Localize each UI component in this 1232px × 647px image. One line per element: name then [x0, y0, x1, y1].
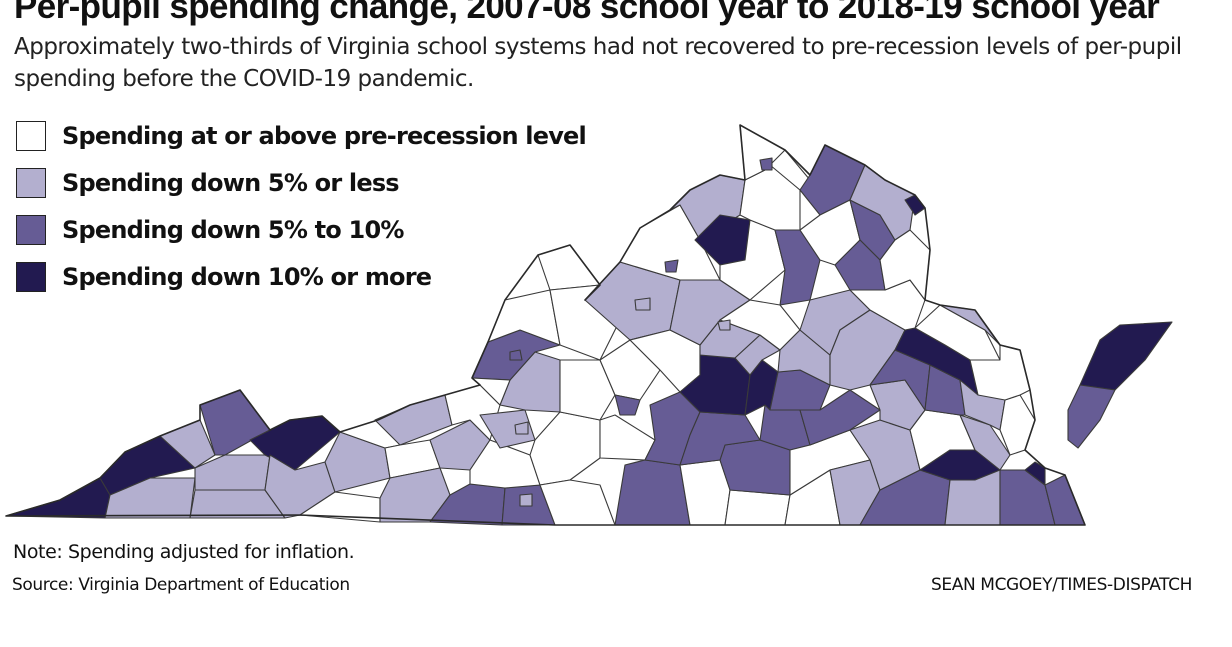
map-subtitle: Approximately two-thirds of Virginia sch… [14, 34, 1182, 92]
legend-label: Spending down 5% to 10% [62, 215, 404, 244]
state-outline [5, 124, 1086, 526]
county-region [614, 459, 691, 526]
virginia-choropleth-map [5, 124, 1173, 526]
legend-item: Spending down 5% to 10% [16, 206, 656, 253]
legend-swatch [16, 214, 46, 245]
county-region [664, 259, 679, 273]
county-region [717, 319, 731, 331]
county-region [514, 421, 529, 435]
county-region [509, 349, 523, 361]
county-region [1079, 321, 1173, 391]
county-region [724, 489, 791, 526]
county-region [879, 229, 931, 301]
legend-label: Spending at or above pre-recession level [62, 121, 587, 150]
author-credit: SEAN MCGOEY/TIMES-DISPATCH [931, 575, 1192, 595]
footnote: Note: Spending adjusted for inflation. [13, 541, 355, 563]
legend-label: Spending down 10% or more [62, 262, 432, 291]
county-region [529, 411, 601, 486]
county-region [734, 334, 781, 376]
map-title: Per-pupil spending change, 2007-08 schoo… [14, 0, 1160, 26]
legend-item: Spending down 5% or less [16, 159, 656, 206]
legend-swatch [16, 120, 46, 151]
legend-item: Spending at or above pre-recession level [16, 112, 656, 159]
county-region [634, 297, 651, 311]
county-region [599, 414, 656, 461]
county-region [759, 157, 773, 171]
legend-label: Spending down 5% or less [62, 168, 400, 197]
legend-swatch [16, 167, 46, 198]
county-region [104, 477, 196, 519]
legend-item: Spending down 10% or more [16, 253, 656, 300]
county-region [719, 439, 791, 496]
county-region [519, 493, 533, 507]
county-region [959, 414, 1011, 471]
county-region [999, 469, 1056, 526]
county-region [1067, 384, 1116, 449]
legend-swatch [16, 261, 46, 292]
source-credit: Source: Virginia Department of Education [12, 575, 350, 595]
legend: Spending at or above pre-recession level… [16, 112, 656, 300]
county-region [614, 394, 641, 416]
county-region [999, 394, 1036, 456]
